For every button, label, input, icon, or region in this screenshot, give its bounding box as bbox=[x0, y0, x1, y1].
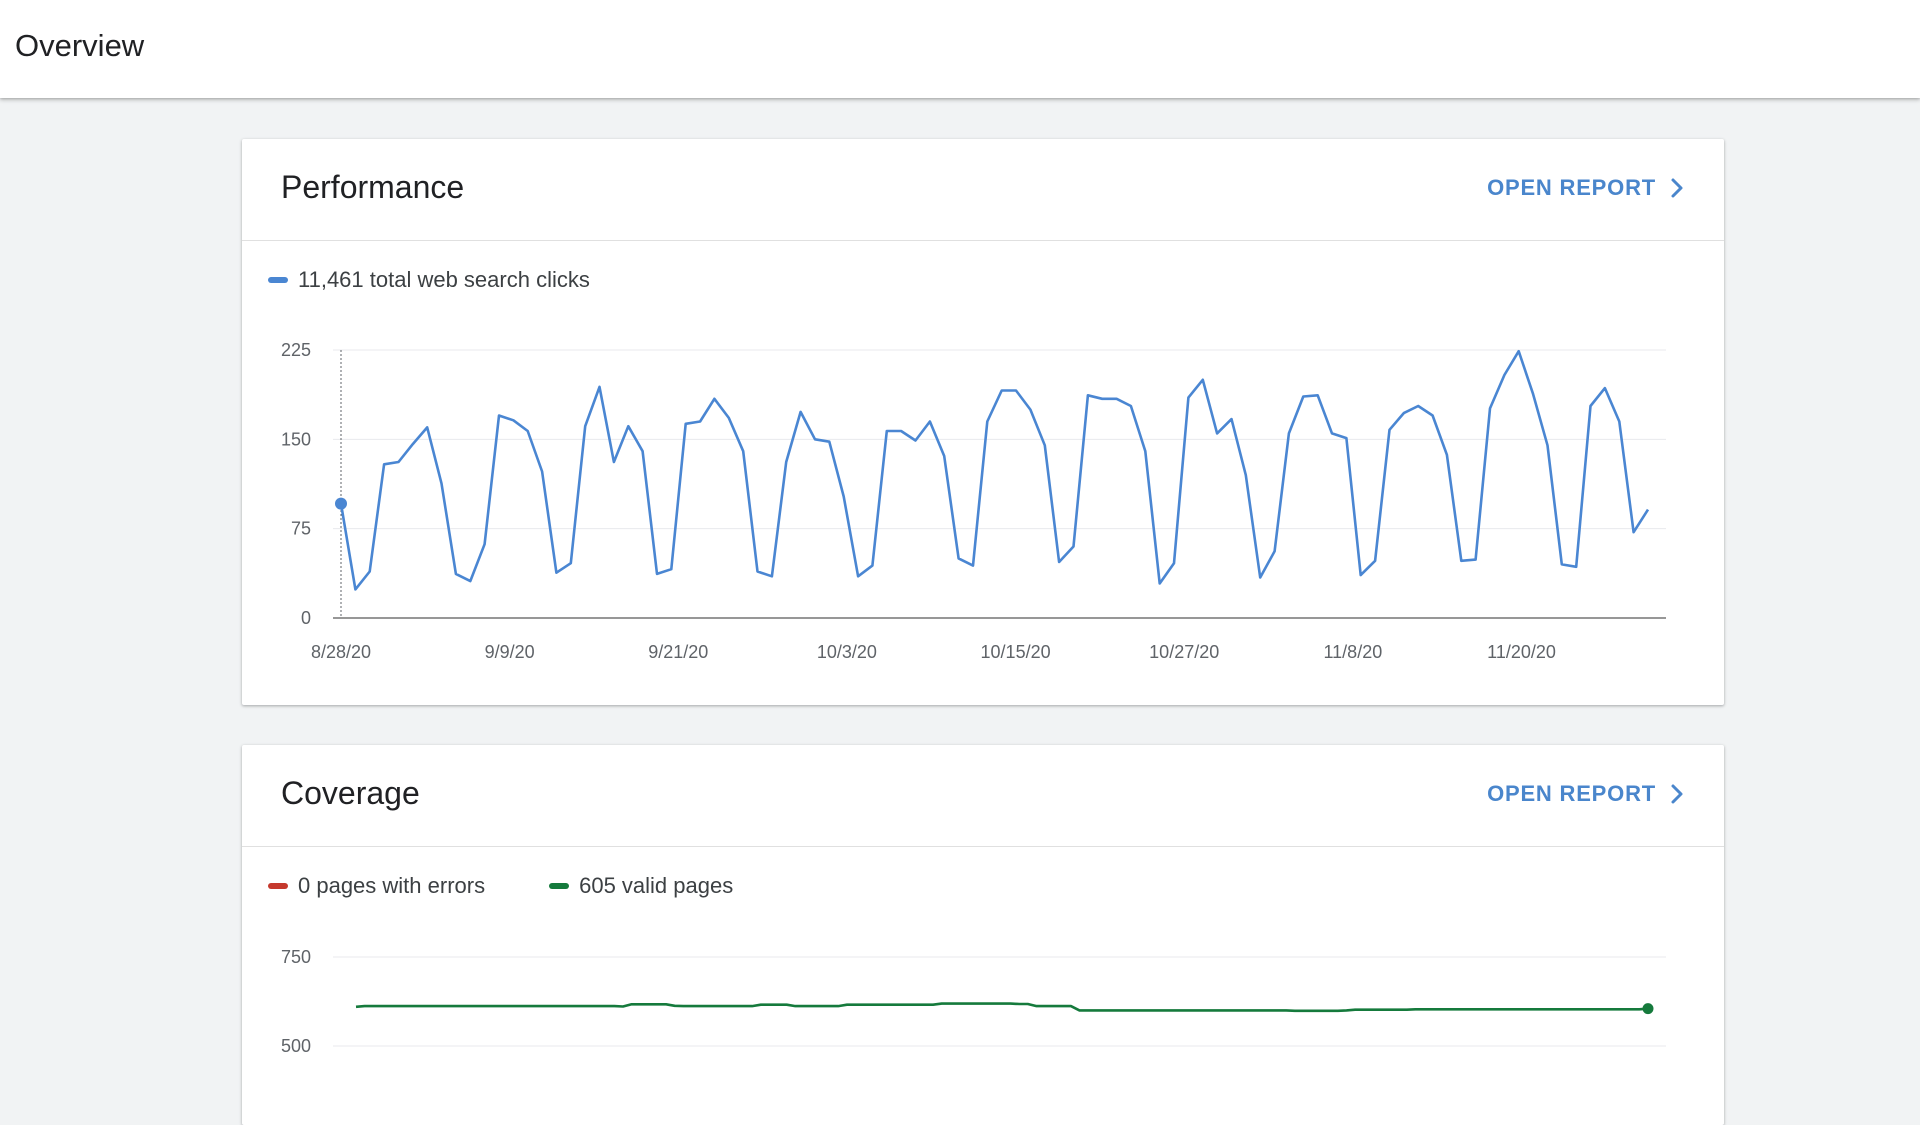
x-tick-label: 9/21/20 bbox=[648, 642, 708, 662]
performance-card-header: Performance OPEN REPORT bbox=[242, 139, 1724, 241]
y-tick-label: 150 bbox=[281, 429, 311, 449]
y-tick-label: 500 bbox=[281, 1036, 311, 1056]
x-tick-label: 10/15/20 bbox=[981, 642, 1051, 662]
y-tick-label: 75 bbox=[291, 519, 311, 539]
x-tick-label: 10/27/20 bbox=[1149, 642, 1219, 662]
legend-item-valid[interactable]: 605 valid pages bbox=[549, 873, 733, 899]
top-app-bar: Overview bbox=[0, 0, 1920, 98]
x-tick-label: 10/3/20 bbox=[817, 642, 877, 662]
coverage-card: Coverage OPEN REPORT 0 pages with errors… bbox=[242, 745, 1724, 1125]
legend-label-errors: 0 pages with errors bbox=[298, 873, 486, 898]
coverage-open-report-button[interactable]: OPEN REPORT bbox=[1487, 781, 1684, 807]
performance-title: Performance bbox=[281, 169, 465, 205]
coverage-title: Coverage bbox=[281, 775, 420, 811]
performance-open-report-button[interactable]: OPEN REPORT bbox=[1487, 175, 1684, 201]
legend-swatch-valid bbox=[549, 883, 570, 889]
y-tick-label: 750 bbox=[281, 947, 311, 967]
coverage-card-header: Coverage OPEN REPORT bbox=[242, 745, 1724, 847]
legend-label-clicks: 11,461 total web search clicks bbox=[298, 267, 590, 292]
series-line-clicks bbox=[339, 349, 1650, 591]
performance-legend: 11,461 total web search clicks bbox=[268, 267, 590, 293]
x-tick-label: 11/8/20 bbox=[1324, 642, 1383, 662]
page-title: Overview bbox=[15, 28, 145, 63]
coverage-open-report-label: OPEN REPORT bbox=[1487, 781, 1656, 806]
legend-swatch-clicks bbox=[268, 277, 288, 283]
x-tick-label: 9/9/20 bbox=[485, 642, 535, 662]
series-end-point bbox=[1642, 1003, 1654, 1015]
y-tick-label: 225 bbox=[281, 340, 311, 360]
legend-item-clicks[interactable]: 11,461 total web search clicks bbox=[268, 267, 590, 293]
legend-swatch-errors bbox=[268, 883, 288, 889]
y-tick-label: 0 bbox=[301, 608, 311, 628]
performance-open-report-label: OPEN REPORT bbox=[1487, 175, 1656, 200]
chevron-right-icon bbox=[1671, 178, 1683, 198]
performance-chart: 0 75 150 225 8/28/20 9/9/20 9/21/20 10/3/20 10/1… bbox=[281, 340, 1666, 662]
coverage-chart: 500 750 bbox=[281, 947, 1666, 1056]
performance-card: Performance OPEN REPORT 11,461 total web… bbox=[242, 139, 1724, 705]
coverage-legend: 0 pages with errors 605 valid pages bbox=[268, 873, 733, 899]
highlight-point bbox=[335, 497, 347, 510]
series-line-valid bbox=[355, 1002, 1649, 1013]
legend-label-valid: 605 valid pages bbox=[579, 873, 734, 898]
legend-item-errors[interactable]: 0 pages with errors bbox=[268, 873, 485, 899]
chevron-right-icon bbox=[1671, 784, 1683, 804]
x-tick-label: 11/20/20 bbox=[1487, 642, 1556, 662]
x-tick-label: 8/28/20 bbox=[311, 642, 371, 662]
